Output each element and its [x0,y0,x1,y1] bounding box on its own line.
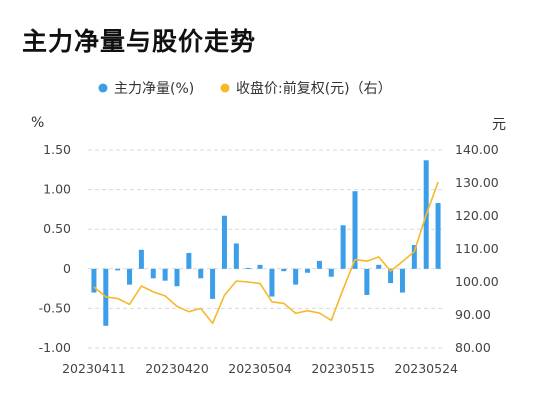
right-tick-label: 80.00 [455,340,491,355]
bar [233,243,239,269]
bar [328,268,334,277]
left-tick-label: -0.50 [39,300,71,315]
right-axis-ticks: 140.00 130.00 120.00 110.00 100.00 90.00 80.00 [455,142,499,355]
bar [376,264,382,269]
legend: 主力净量(%) 收盘价:前复权(元)（右） [98,80,392,97]
bar-series [91,160,441,326]
bar [305,268,311,273]
x-tick-label: 20230411 [62,361,126,376]
bar [162,268,168,281]
x-axis-ticks: 20230411 20230420 20230504 20230515 20230524 [62,361,458,376]
bar [435,203,441,269]
right-axis-unit: 元 [492,117,506,133]
left-axis-ticks: 1.50 1.00 0.50 0 -0.50 -1.00 [39,142,71,355]
bar [150,268,156,279]
right-tick-label: 90.00 [455,307,491,322]
bar [316,260,322,269]
bar [399,268,405,293]
right-tick-label: 100.00 [455,274,499,289]
left-axis-unit: % [31,115,44,131]
bar [221,215,227,269]
legend-marker-bar [98,83,108,93]
bar [352,191,358,269]
chart-title: 主力净量与股价走势 [22,27,257,56]
bar [257,264,263,269]
bar [269,268,275,297]
bar [281,268,287,272]
bar [138,249,144,269]
bar [210,268,216,299]
x-tick-label: 20230515 [311,361,375,376]
price-line [93,181,439,325]
left-tick-label: 1.00 [43,182,71,197]
bar [198,268,204,279]
bar [127,268,133,285]
x-tick-label: 20230420 [145,361,209,376]
bar [388,268,394,284]
left-tick-label: 1.50 [43,142,71,157]
price-line-series [93,181,439,325]
legend-label-line: 收盘价:前复权(元)（右） [236,80,392,97]
left-tick-label: 0.50 [43,221,71,236]
legend-marker-line [220,83,230,93]
bar [115,268,121,271]
right-tick-label: 130.00 [455,175,499,190]
right-tick-label: 140.00 [455,142,499,157]
bar [293,268,299,285]
bar [91,268,97,293]
gridlines [88,149,444,349]
bar [174,268,180,287]
bar [340,225,346,269]
legend-label-bar: 主力净量(%) [114,81,194,97]
bar [186,252,192,269]
right-tick-label: 110.00 [455,241,499,256]
x-tick-label: 20230524 [394,361,458,376]
left-tick-label: -1.00 [39,340,71,355]
right-tick-label: 120.00 [455,208,499,223]
bar [411,245,417,269]
x-tick-label: 20230504 [228,361,292,376]
bar [245,268,251,270]
left-tick-label: 0 [63,261,71,276]
bar [364,268,370,295]
